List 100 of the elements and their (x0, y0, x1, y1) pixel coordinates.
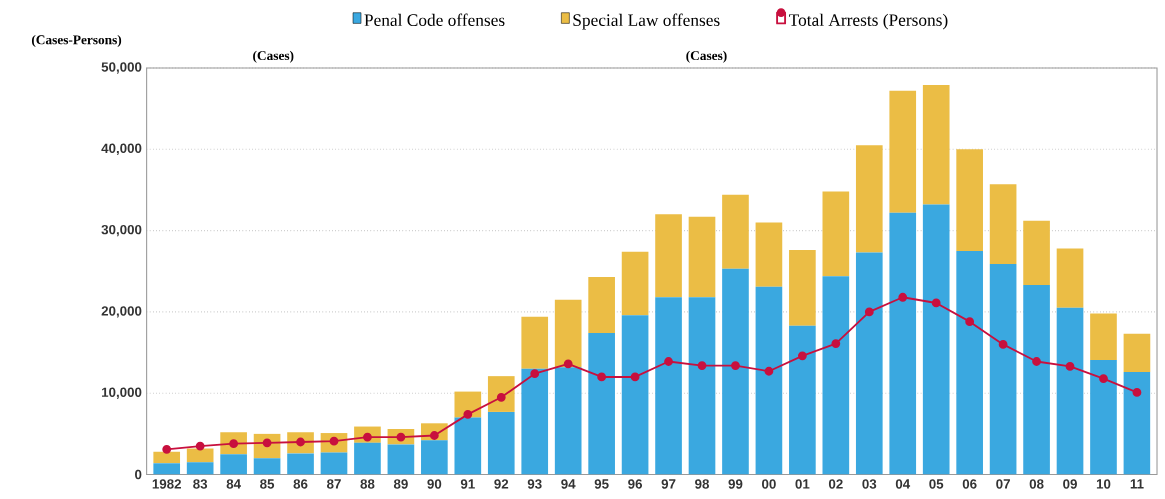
bar (186, 448, 214, 463)
x-tick-label: 88 (360, 479, 375, 489)
bar (588, 333, 615, 475)
bar (922, 204, 950, 475)
point (563, 359, 573, 369)
point (1132, 388, 1142, 398)
bar (186, 462, 214, 475)
x-tick-label: 1982 (152, 479, 181, 489)
bar (688, 297, 716, 475)
point (998, 340, 1008, 350)
bar (454, 417, 482, 475)
bar (789, 250, 816, 326)
bar (956, 251, 983, 475)
x-tick-label: 90 (427, 479, 442, 489)
x-tick-label: 96 (628, 479, 643, 489)
x-tick-label: 07 (996, 479, 1010, 489)
bar (1090, 313, 1117, 361)
bar (922, 85, 950, 205)
bar (253, 458, 281, 475)
x-tick-label: 99 (728, 479, 743, 489)
bar (956, 149, 983, 252)
point (797, 351, 807, 361)
x-tick-label: 04 (895, 479, 911, 489)
point (1032, 357, 1041, 367)
point (898, 293, 908, 302)
point (630, 372, 640, 382)
bar (153, 451, 181, 464)
x-tick-label: 09 (1063, 479, 1077, 489)
bar (421, 440, 448, 475)
y-tick-label: 40,000 (101, 143, 142, 156)
bar (487, 412, 515, 475)
bar (755, 222, 783, 287)
x-tick-label: 95 (594, 479, 609, 489)
bar (1123, 372, 1151, 475)
bar (1090, 360, 1117, 475)
bar (889, 212, 917, 475)
point (965, 317, 975, 327)
y-tick-label: 50,000 (101, 62, 142, 74)
bar (989, 264, 1017, 475)
bar (855, 145, 883, 253)
point (1099, 374, 1108, 384)
bar (320, 452, 348, 475)
bar (1023, 285, 1050, 475)
bar (220, 454, 247, 475)
point (463, 410, 473, 419)
bar (688, 217, 716, 298)
bar (655, 214, 682, 298)
bar (287, 453, 314, 475)
bar (1056, 308, 1084, 475)
bar (521, 369, 549, 475)
legend-label: Penal Code offenses (364, 13, 505, 27)
x-tick-label: 02 (828, 479, 843, 489)
y-tick-label: 10,000 (101, 387, 142, 400)
y-tick-label: 0 (135, 470, 142, 480)
point (1065, 362, 1075, 372)
x-tick-label: 08 (1029, 479, 1044, 489)
x-tick-label: 84 (226, 479, 241, 489)
y-tick-label: 20,000 (101, 306, 142, 318)
x-tick-label: 00 (762, 479, 776, 489)
x-tick-label: 03 (862, 479, 877, 489)
x-tick-label: 87 (326, 479, 341, 489)
bar (1123, 334, 1151, 373)
x-tick-label: 83 (193, 479, 208, 489)
x-tick-label: 98 (695, 479, 710, 489)
bar (521, 317, 549, 370)
bar (354, 443, 381, 475)
x-tick-label: 11 (1130, 479, 1144, 489)
point (731, 361, 740, 371)
x-tick-label: 10 (1096, 479, 1111, 489)
bar (554, 299, 582, 368)
text: (Cases) (253, 50, 294, 64)
point (597, 372, 607, 382)
x-tick-label: 93 (527, 479, 542, 489)
x-tick-label: 94 (561, 479, 576, 489)
point (931, 298, 941, 308)
bar (889, 90, 917, 213)
bar (655, 297, 682, 475)
point (195, 441, 205, 451)
x-tick-label: 92 (494, 479, 509, 489)
bar (554, 367, 582, 475)
x-tick-label: 85 (260, 479, 275, 489)
x-tick-label: 06 (962, 479, 977, 489)
legend-label: Special Law offenses (573, 13, 720, 30)
bar (789, 325, 816, 475)
point (831, 339, 841, 349)
bar (755, 286, 783, 475)
bar (822, 276, 850, 475)
bar (387, 444, 415, 475)
x-tick-label: 05 (929, 479, 944, 489)
bar (588, 277, 615, 334)
point (530, 369, 540, 379)
bar (855, 252, 883, 475)
text: (Cases) (686, 50, 727, 64)
bar (1023, 221, 1050, 286)
bar (722, 195, 749, 270)
x-tick-label: 91 (460, 479, 475, 489)
point (162, 445, 172, 454)
legend-label: Total Arrests (Persons) (789, 13, 948, 30)
x-tick-label: 01 (795, 479, 810, 489)
point (864, 307, 874, 317)
